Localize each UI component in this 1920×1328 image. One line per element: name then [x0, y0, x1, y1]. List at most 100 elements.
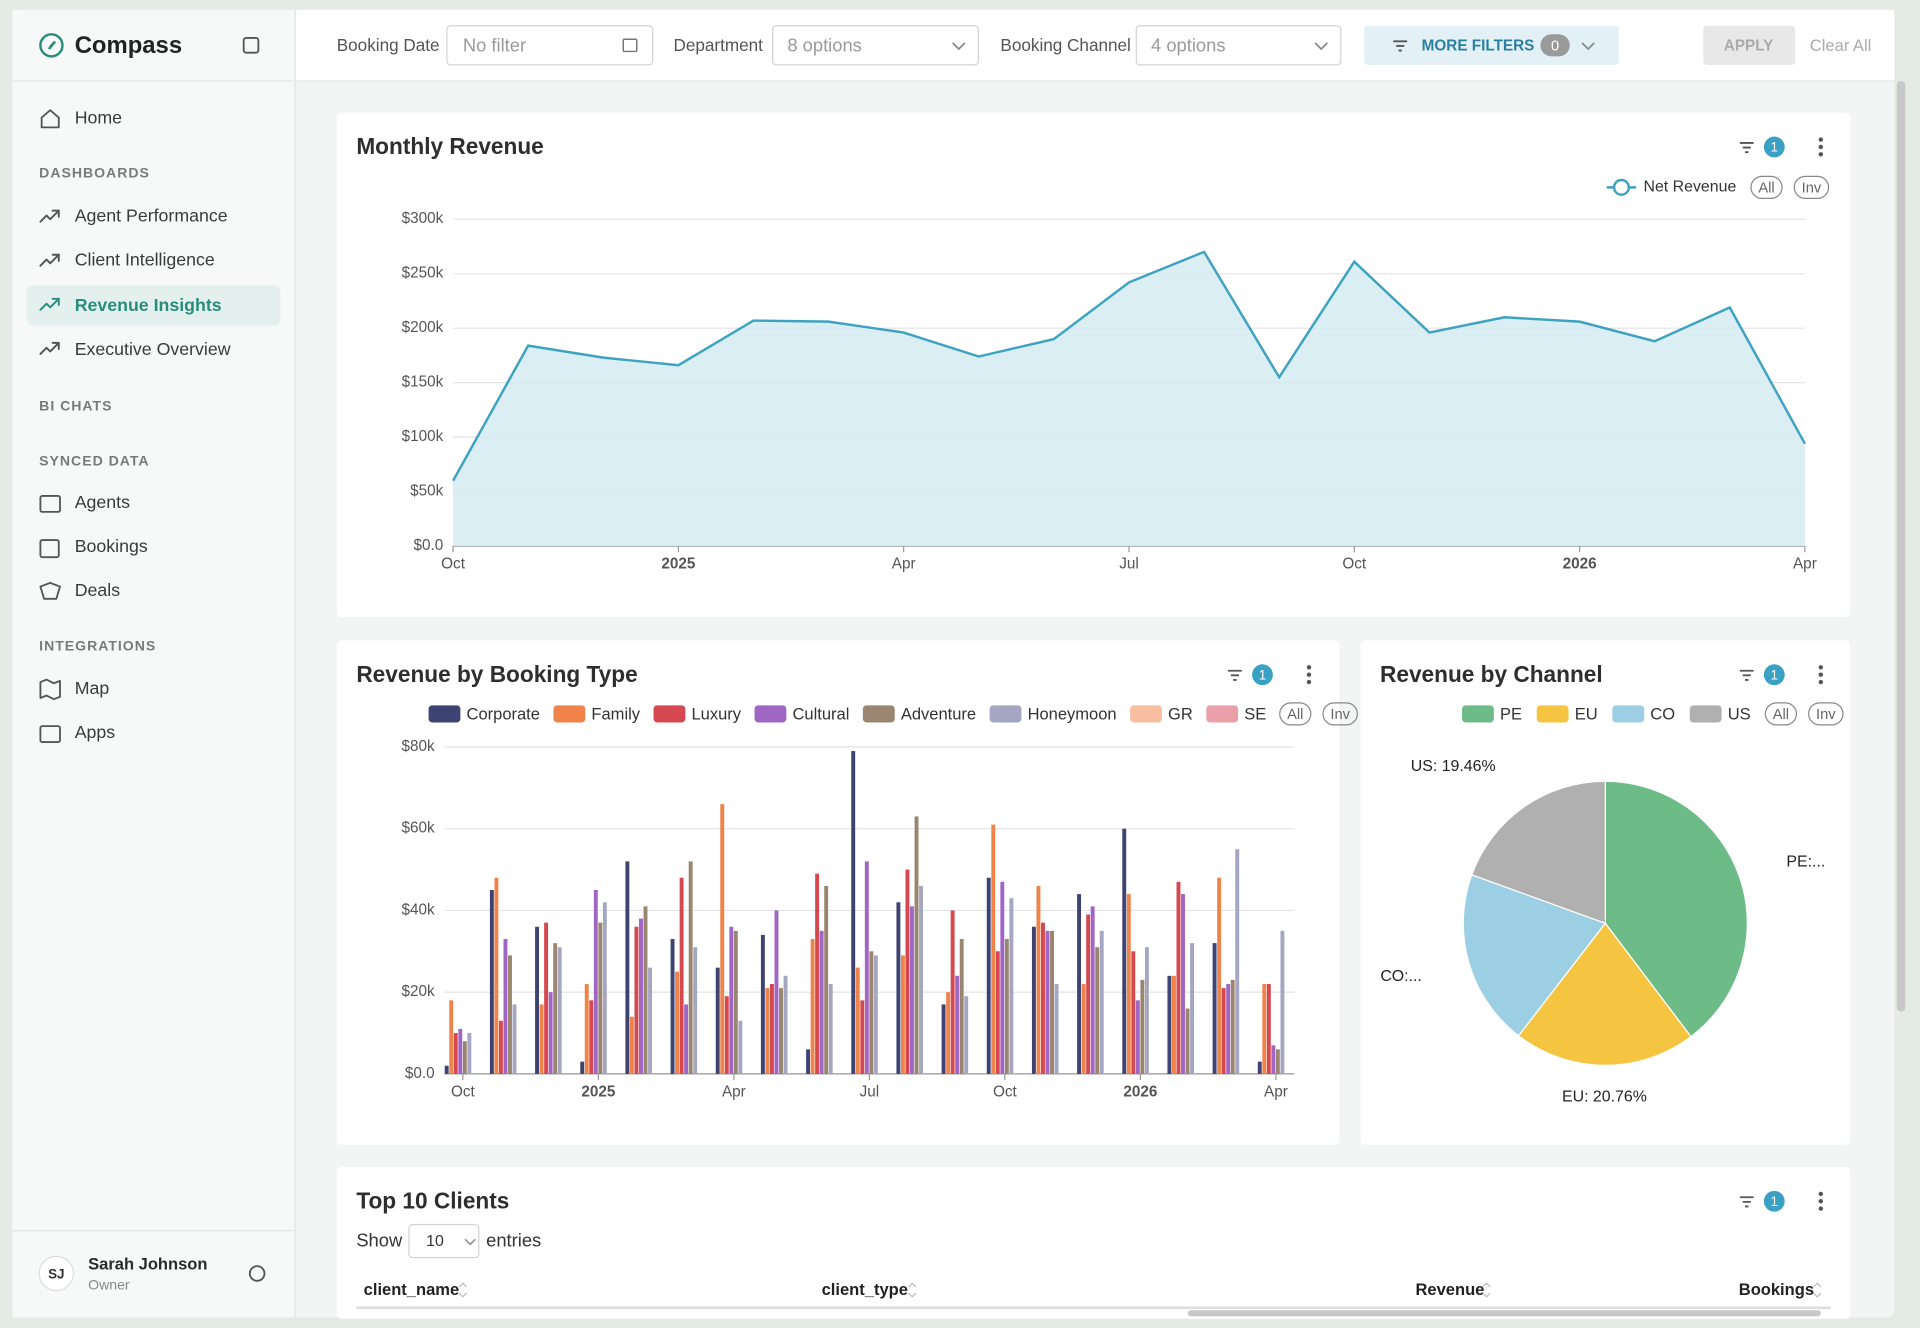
page-size-select[interactable] — [408, 1223, 480, 1259]
legend-label: US — [1728, 704, 1751, 723]
column-header[interactable]: Bookings — [1739, 1280, 1814, 1299]
column-header[interactable]: Revenue — [1416, 1280, 1485, 1299]
x-tick-label: Jul — [1119, 556, 1139, 573]
legend-toggle-button[interactable] — [1808, 702, 1844, 726]
legend-marker — [1612, 178, 1631, 196]
bar — [670, 939, 675, 1074]
bar — [503, 939, 508, 1074]
nav-item[interactable]: Executive Overview — [75, 339, 231, 359]
bar — [688, 861, 693, 1074]
settings-button[interactable] — [248, 1265, 266, 1282]
nav-item[interactable]: Deals — [75, 580, 121, 600]
legend-toggle-button[interactable] — [1750, 175, 1783, 199]
brand-name: Compass — [75, 32, 182, 59]
card-filter-badge — [1763, 136, 1785, 158]
nav-item[interactable]: Client Intelligence — [75, 250, 215, 270]
pie-label: PE:... — [1786, 854, 1825, 871]
bar — [598, 922, 603, 1074]
x-tick-label: Oct — [993, 1083, 1018, 1100]
legend-toggle-button[interactable] — [1764, 702, 1798, 726]
bar — [453, 1033, 458, 1074]
legend-toggle-button[interactable] — [1793, 175, 1830, 199]
bar — [1217, 877, 1222, 1074]
nav-item-active[interactable]: Revenue Insights — [75, 295, 222, 315]
card-filter-count: 1 — [1771, 1194, 1778, 1209]
bar — [806, 1049, 811, 1074]
deals-icon — [39, 581, 61, 600]
legend-swatch — [1130, 705, 1162, 723]
pie-slice — [1517, 922, 1692, 1066]
nav-section: INTEGRATIONS — [39, 637, 156, 653]
legend-toggle-label: All — [1287, 707, 1303, 723]
collapse-sidebar-button[interactable] — [242, 37, 260, 54]
legend-swatch — [1612, 705, 1645, 723]
legend-swatch — [862, 705, 895, 723]
bar — [851, 751, 856, 1074]
bar — [548, 992, 553, 1074]
channel-select[interactable] — [1135, 25, 1342, 66]
entries-label: entries — [486, 1229, 541, 1250]
column-header[interactable]: client_type — [822, 1280, 908, 1299]
card-menu-button[interactable] — [1818, 1191, 1824, 1211]
department-select[interactable] — [772, 25, 979, 66]
filter-value: 4 options — [1151, 34, 1226, 55]
bar — [941, 1004, 946, 1074]
bar — [959, 939, 964, 1074]
y-tick-label: $250k — [402, 265, 444, 282]
table-title: Top 10 Clients — [356, 1187, 509, 1213]
bar — [1126, 894, 1131, 1074]
bar — [860, 1000, 865, 1074]
bar — [724, 996, 729, 1074]
nav-item[interactable]: Map — [75, 678, 110, 698]
legend-toggle-button[interactable] — [1322, 702, 1358, 726]
y-tick-label: $50k — [410, 483, 444, 500]
bar — [553, 943, 558, 1074]
card-menu-button[interactable] — [1306, 665, 1312, 685]
legend-swatch — [1206, 705, 1239, 723]
bar — [1221, 988, 1226, 1074]
nav-section[interactable]: BI CHATS — [39, 397, 112, 413]
bar — [905, 869, 910, 1074]
vertical-scrollbar[interactable] — [1896, 80, 1906, 1012]
column-header[interactable]: client_name — [364, 1280, 459, 1299]
clear-all-button[interactable]: Clear All — [1810, 36, 1872, 55]
bar — [769, 983, 774, 1074]
y-tick-label: $150k — [402, 374, 444, 391]
bar — [1050, 930, 1054, 1074]
bar — [779, 988, 783, 1074]
bar — [855, 967, 860, 1074]
apps-icon — [39, 725, 61, 743]
nav-item[interactable]: Apps — [75, 722, 116, 742]
x-tick-label: 2025 — [581, 1083, 616, 1100]
legend-label: Adventure — [901, 704, 976, 723]
bar — [602, 902, 607, 1074]
pie-label: US: 19.46% — [1411, 758, 1496, 775]
line — [451, 250, 1806, 482]
bar — [1226, 983, 1231, 1074]
bar — [1086, 914, 1091, 1074]
y-tick-label: $0.0 — [405, 1065, 435, 1082]
legend-toggle-label: All — [1773, 707, 1789, 723]
legend-label: Honeymoon — [1028, 704, 1117, 723]
pie-label: CO:... — [1380, 968, 1422, 985]
card-menu-button[interactable] — [1818, 665, 1824, 685]
apply-button[interactable] — [1703, 25, 1796, 65]
legend-toggle-label: Inv — [1330, 707, 1350, 723]
filter-value: No filter — [463, 34, 526, 55]
nav-item[interactable]: Bookings — [75, 536, 148, 556]
nav-item[interactable]: Home — [75, 107, 122, 127]
nav-item[interactable]: Agents — [75, 492, 130, 512]
nav-item[interactable]: Agent Performance — [75, 205, 228, 225]
legend-toggle-button[interactable] — [1279, 702, 1312, 726]
date-filter-input[interactable] — [446, 25, 654, 66]
legend-swatch — [1462, 705, 1494, 723]
user-name: Sarah Johnson — [88, 1254, 207, 1273]
legend-label: CO — [1650, 704, 1675, 723]
horizontal-scrollbar[interactable] — [1187, 1310, 1821, 1317]
legend-swatch — [1536, 705, 1569, 723]
card-menu-button[interactable] — [1818, 137, 1824, 157]
brand-logo-needle — [47, 40, 57, 50]
y-tick-label: $300k — [402, 210, 444, 227]
bar — [946, 992, 951, 1074]
